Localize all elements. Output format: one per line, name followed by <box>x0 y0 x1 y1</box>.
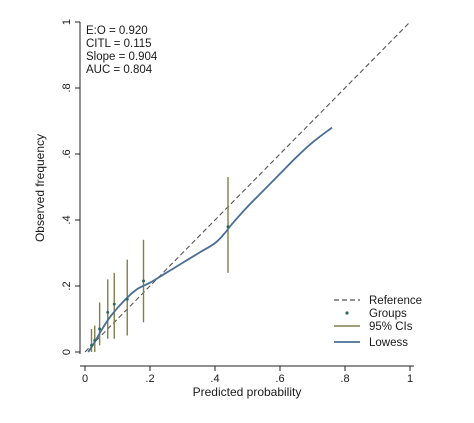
y-tick-label: .4 <box>61 215 73 224</box>
y-axis-ticks: 0 .2 .4 .6 .8 1 <box>61 19 80 355</box>
legend-reference-label: Reference <box>369 295 422 307</box>
lowess-curve <box>87 126 333 353</box>
group-point <box>93 338 97 342</box>
group-point <box>125 297 129 301</box>
legend: Reference Groups 95% CIs Lowess <box>334 295 422 349</box>
group-point <box>226 225 230 229</box>
stat-eo: E:O = 0.920 <box>86 25 148 37</box>
legend-groups-label: Groups <box>369 308 407 320</box>
y-tick-label: 0 <box>61 349 73 355</box>
x-tick-label: 1 <box>407 373 413 385</box>
stat-citl: CITL = 0.115 <box>86 38 152 50</box>
legend-groups-swatch <box>345 311 349 315</box>
x-tick-label: .2 <box>145 373 154 385</box>
group-point <box>142 279 145 283</box>
lowess-series <box>87 126 333 353</box>
group-point <box>98 327 102 331</box>
x-axis-ticks: 0 .2 .4 .6 .8 1 <box>82 366 413 385</box>
y-tick-label: .6 <box>61 149 73 158</box>
x-tick-label: .6 <box>275 373 284 385</box>
x-tick-label: .8 <box>340 373 349 385</box>
legend-lowess-label: Lowess <box>369 337 408 349</box>
y-tick-label: .2 <box>61 281 73 290</box>
reference-line <box>84 21 411 353</box>
legend-ci-label: 95% CIs <box>369 321 413 333</box>
group-point <box>112 302 116 306</box>
x-tick-label: 0 <box>82 373 88 385</box>
reference-series <box>84 21 411 353</box>
stat-auc: AUC = 0.804 <box>86 64 153 76</box>
stats-annotations: E:O = 0.920 CITL = 0.115 Slope = 0.904 A… <box>86 25 158 76</box>
y-tick-label: .8 <box>61 83 73 92</box>
y-tick-label: 1 <box>61 19 73 25</box>
group-point <box>90 343 93 347</box>
stat-slope: Slope = 0.904 <box>86 51 158 63</box>
group-point <box>106 310 110 314</box>
groups-series <box>90 225 230 347</box>
x-tick-label: .4 <box>210 373 219 385</box>
x-axis-title: Predicted probability <box>193 385 302 399</box>
y-axis-title: Observed frequency <box>33 134 47 242</box>
